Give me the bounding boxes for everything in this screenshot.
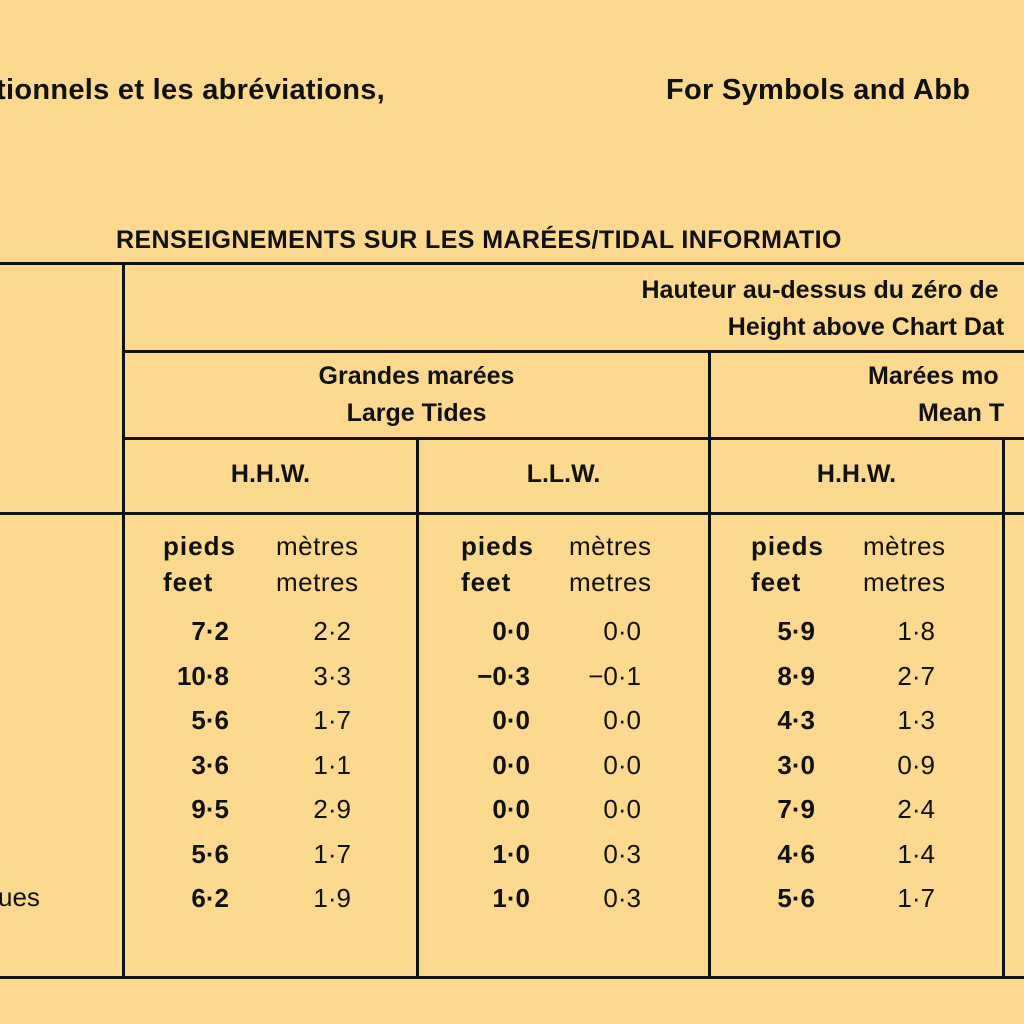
mean-hhw-feet-cell: 3·0 <box>777 749 815 780</box>
large-llw-feet-cell: 0·0 <box>492 794 530 824</box>
large-hhw-feet-cell: 9·5 <box>191 794 229 824</box>
units-large-hhw-metres: mètres metres <box>276 531 359 597</box>
large-hhw-feet-cell: 10·8 <box>176 660 229 691</box>
large-hhw-metres-cell: 2·2 <box>313 616 351 646</box>
large-hhw-metres-cell: 3·3 <box>313 660 351 691</box>
symbols-note-english: For Symbols and Abb <box>666 74 971 106</box>
mean-hhw-metres-cell: 1·3 <box>897 705 935 735</box>
large-hhw-feet-cell: 3·6 <box>191 749 229 780</box>
mean-hhw-feet-cell: 5·6 <box>777 883 815 913</box>
large-llw-feet-cell: 1·0 <box>492 883 530 913</box>
mean-hhw-metres-cell: 2·7 <box>897 660 935 691</box>
large-hhw-metres-cell: 1·1 <box>313 749 351 780</box>
large-hhw-feet-cell: 7·2 <box>191 616 229 646</box>
large-hhw-feet-cell: 5·6 <box>191 838 229 869</box>
large-llw-metres-cell: 0·3 <box>603 838 641 869</box>
llw-column-divider <box>416 437 419 979</box>
symbols-note-french: tionnels et les abréviations, <box>0 74 386 106</box>
mean-hhw-feet-cell: 4·6 <box>777 838 815 869</box>
mean-hhw-feet-cell: 4·3 <box>777 705 815 735</box>
units-mean-hhw-feet: pieds feet <box>751 531 824 597</box>
large-hhw-metres-cell: 1·7 <box>313 705 351 735</box>
large-llw-feet-cell: 0·0 <box>492 705 530 735</box>
large-hhw-feet-cell: 6·2 <box>191 883 229 913</box>
large-tides-english: Large Tides <box>346 399 487 427</box>
large-hhw-metres-cell: 1·7 <box>313 838 351 869</box>
station-name-fragment: ues <box>0 882 40 912</box>
units-large-llw-feet: pieds feet <box>461 531 534 597</box>
mean-hhw-metres-cell: 1·8 <box>897 616 935 646</box>
mean-hhw-metres-cell: 0·9 <box>897 749 935 780</box>
units-large-llw-metres: mètres metres <box>569 531 652 597</box>
large-llw-metres-cell: 0·0 <box>603 705 641 735</box>
large-llw-metres-cell: 0·0 <box>603 616 641 646</box>
mean-hhw-metres-cell: 1·4 <box>897 838 935 869</box>
large-llw-feet-cell: 1·0 <box>492 838 530 869</box>
large-hhw-header: H.H.W. <box>230 460 311 488</box>
mean-hhw-feet-cell: 7·9 <box>777 794 815 824</box>
large-llw-header: L.L.W. <box>526 460 601 488</box>
height-header-french: Hauteur au-dessus du zéro de <box>641 276 999 304</box>
large-hhw-feet-cell: 5·6 <box>191 705 229 735</box>
large-llw-metres-cell: 0·0 <box>603 749 641 780</box>
mean-tides-divider <box>708 350 711 979</box>
mean-hhw-feet-cell: 5·9 <box>777 616 815 646</box>
height-header: Hauteur au-dessus du zéro de Height abov… <box>560 272 1024 346</box>
label-column-divider <box>122 262 125 979</box>
large-llw-feet-cell: 0·0 <box>492 616 530 646</box>
large-llw-metres-cell: −0·1 <box>588 660 641 691</box>
large-llw-feet-cell: −0·3 <box>477 660 530 691</box>
large-tides-header: Grandes marées Large Tides <box>125 358 708 432</box>
table-top-rule <box>0 262 1024 265</box>
large-hhw-metres-cell: 1·9 <box>313 883 351 913</box>
mean-hhw-feet-cell: 8·9 <box>777 660 815 691</box>
units-large-hhw-feet: pieds feet <box>163 531 236 597</box>
table-bottom-rule <box>0 976 1024 979</box>
mean-tides-french: Marées mo <box>868 362 999 390</box>
large-tides-french: Grandes marées <box>318 362 515 390</box>
table-title: RENSEIGNEMENTS SUR LES MARÉES/TIDAL INFO… <box>116 226 842 254</box>
large-llw-metres-cell: 0·0 <box>603 794 641 824</box>
header-bottom-rule <box>0 512 1024 515</box>
height-header-rule <box>124 350 1024 353</box>
height-header-english: Height above Chart Dat <box>727 313 1005 341</box>
mean-llw-divider <box>1002 437 1005 979</box>
mean-hhw-metres-cell: 2·4 <box>897 794 935 824</box>
mean-tides-english: Mean T <box>918 399 1005 427</box>
large-hhw-metres-cell: 2·9 <box>313 794 351 824</box>
tide-type-rule <box>124 437 1024 440</box>
mean-hhw-header: H.H.W. <box>816 460 897 488</box>
mean-hhw-metres-cell: 1·7 <box>897 883 935 913</box>
mean-tides-header: Marées mo Mean T <box>868 358 1004 432</box>
large-llw-feet-cell: 0·0 <box>492 749 530 780</box>
units-mean-hhw-metres: mètres metres <box>863 531 946 597</box>
large-llw-metres-cell: 0·3 <box>603 883 641 913</box>
